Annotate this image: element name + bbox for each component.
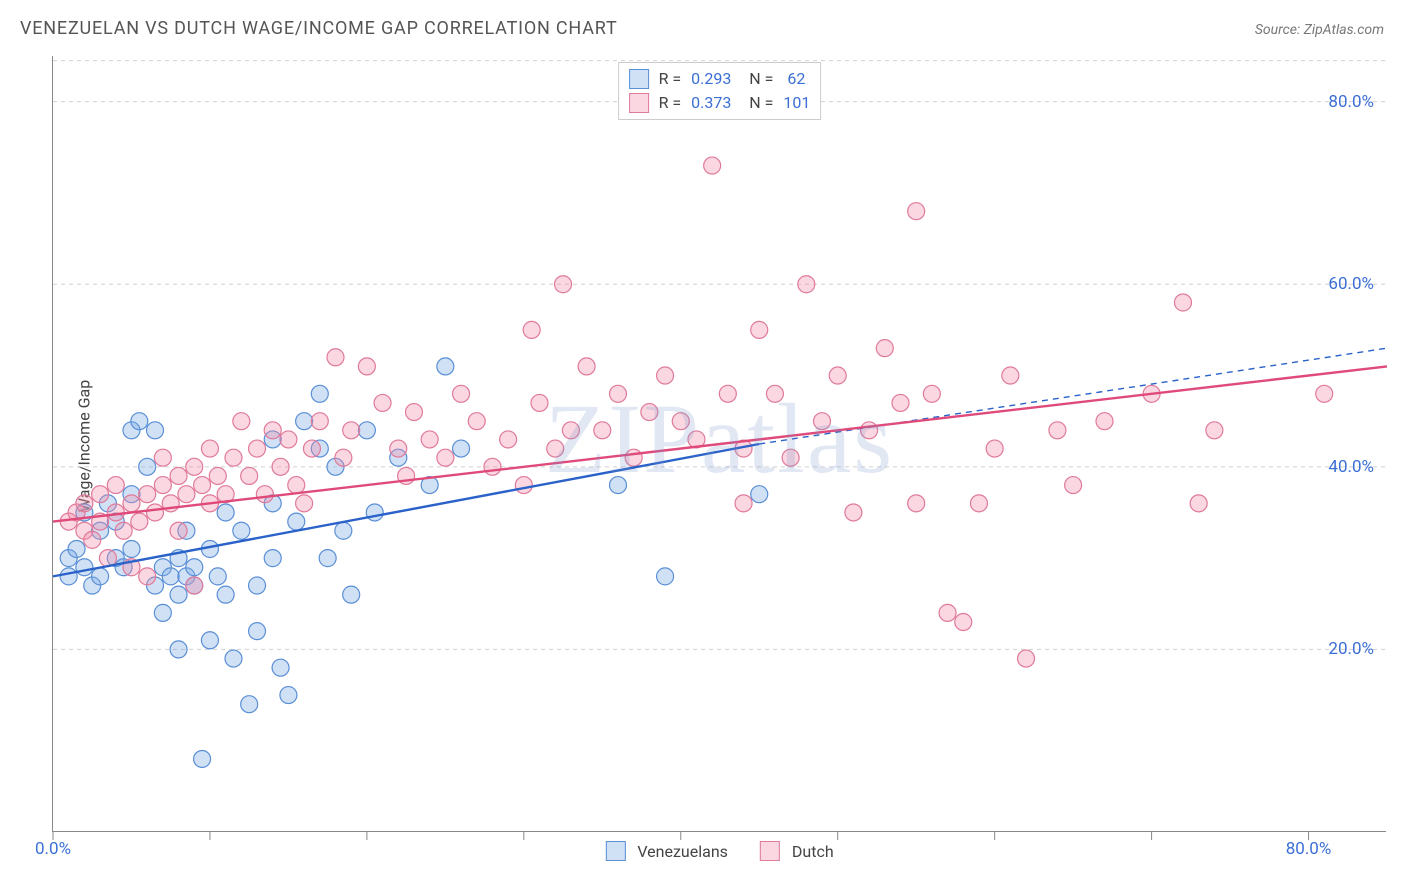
y-tick-label: 80.0% xyxy=(1328,92,1374,112)
legend-swatch-dutch xyxy=(760,841,780,861)
legend-label-venezuelans: Venezuelans xyxy=(637,842,728,861)
scatter-svg xyxy=(53,56,1386,831)
y-tick-label: 20.0% xyxy=(1328,639,1374,659)
swatch-dutch xyxy=(629,93,649,113)
stat-n-label-2: N = xyxy=(737,91,777,115)
chart-container: VENEZUELAN VS DUTCH WAGE/INCOME GAP CORR… xyxy=(0,0,1406,892)
plot-area: ZIPatlas R = 0.293 N = 62 R = 0.373 N = … xyxy=(52,56,1386,832)
y-tick-label: 60.0% xyxy=(1328,274,1374,294)
legend-label-dutch: Dutch xyxy=(792,842,834,861)
stats-row-venezuelans: R = 0.293 N = 62 xyxy=(629,67,811,91)
chart-title: VENEZUELAN VS DUTCH WAGE/INCOME GAP CORR… xyxy=(20,18,618,39)
stat-n-value-2: 101 xyxy=(783,91,810,115)
stat-n-value-1: 62 xyxy=(787,67,805,91)
legend-item-dutch: Dutch xyxy=(760,841,834,861)
swatch-venezuelans xyxy=(629,69,649,89)
legend-swatch-venezuelans xyxy=(605,841,625,861)
x-tick-label: 0.0% xyxy=(35,839,71,859)
stats-row-dutch: R = 0.373 N = 101 xyxy=(629,91,811,115)
stat-r-value-1: 0.293 xyxy=(691,67,731,91)
stat-r-label: R = xyxy=(659,67,686,91)
stat-r-label-2: R = xyxy=(659,91,686,115)
x-tick-label: 80.0% xyxy=(1286,839,1332,859)
stats-legend-box: R = 0.293 N = 62 R = 0.373 N = 101 xyxy=(618,62,822,120)
y-tick-label: 40.0% xyxy=(1328,457,1374,477)
bottom-legend: Venezuelans Dutch xyxy=(605,841,833,861)
legend-item-venezuelans: Venezuelans xyxy=(605,841,728,861)
stat-r-value-2: 0.373 xyxy=(691,91,731,115)
stat-n-label: N = xyxy=(737,67,781,91)
source-attribution: Source: ZipAtlas.com xyxy=(1255,22,1384,38)
